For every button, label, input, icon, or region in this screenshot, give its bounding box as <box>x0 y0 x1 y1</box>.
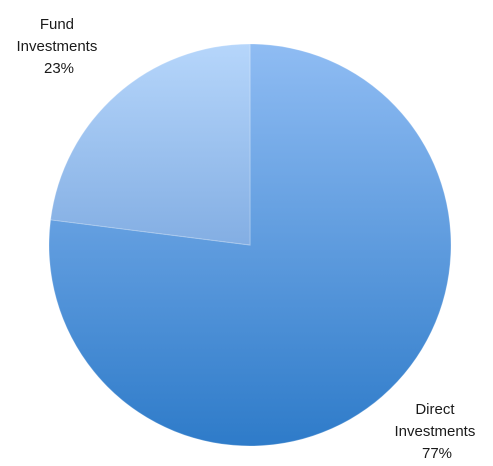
pie-slice-fund-investments <box>50 43 251 246</box>
slice-label-fund: Fund Investments 23% <box>16 16 101 77</box>
pie-slices <box>48 43 452 447</box>
slice-label-direct: Direct Investments 77% <box>394 401 479 462</box>
pie-slice-direct-investments <box>48 43 452 447</box>
